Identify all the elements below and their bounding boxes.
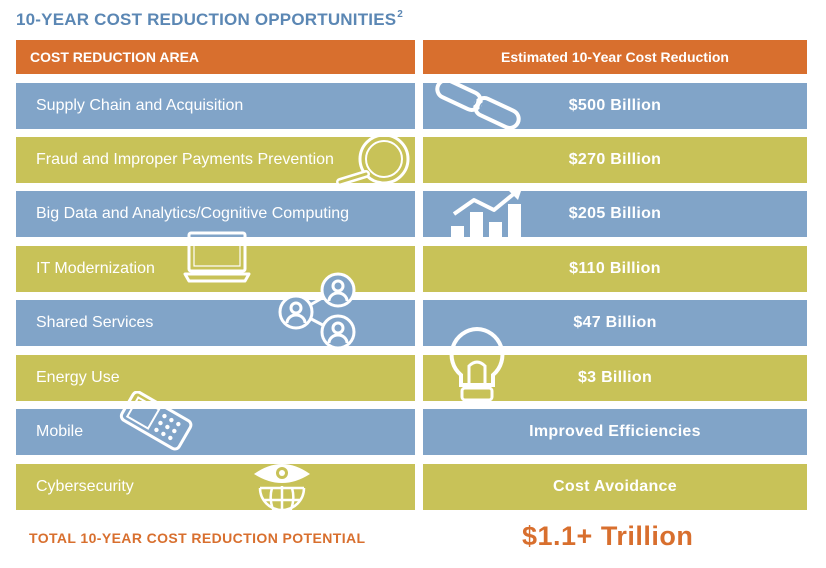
laptop-icon	[183, 230, 253, 284]
total-label: TOTAL 10-YEAR COST REDUCTION POTENTIAL	[29, 530, 366, 546]
row-area-energy-use: Energy Use	[16, 355, 415, 401]
bar-chart-icon	[448, 188, 528, 240]
row-value-it-modernization: $110 Billion	[423, 246, 807, 292]
row-area-mobile: Mobile	[16, 409, 415, 455]
page-title: 10-YEAR COST REDUCTION OPPORTUNITIES2	[16, 9, 404, 29]
magnifying-glass-icon	[330, 132, 414, 188]
footnote-marker: 2	[397, 9, 404, 20]
lightbulb-icon	[446, 326, 508, 404]
row-area-fraud: Fraud and Improper Payments Prevention	[16, 137, 415, 183]
row-value-shared-services: $47 Billion	[423, 300, 807, 346]
row-area-supply-chain: Supply Chain and Acquisition	[16, 83, 415, 129]
header-cost-reduction-area: COST REDUCTION AREA	[16, 40, 415, 74]
row-value-supply-chain: $500 Billion	[423, 83, 807, 129]
row-value-cybersecurity: Cost Avoidance	[423, 464, 807, 510]
header-estimated-reduction: Estimated 10-Year Cost Reduction	[423, 40, 807, 74]
total-value: $1.1+ Trillion	[522, 521, 694, 551]
chain-link-icon	[432, 80, 532, 132]
row-value-energy-use: $3 Billion	[423, 355, 807, 401]
row-value-fraud: $270 Billion	[423, 137, 807, 183]
eye-globe-icon	[250, 460, 314, 518]
row-area-cybersecurity: Cybersecurity	[16, 464, 415, 510]
people-network-icon	[276, 270, 360, 352]
row-area-big-data: Big Data and Analytics/Cognitive Computi…	[16, 191, 415, 237]
mobile-phone-icon	[117, 391, 197, 451]
row-value-big-data: $205 Billion	[423, 191, 807, 237]
row-value-mobile: Improved Efficiencies	[423, 409, 807, 455]
